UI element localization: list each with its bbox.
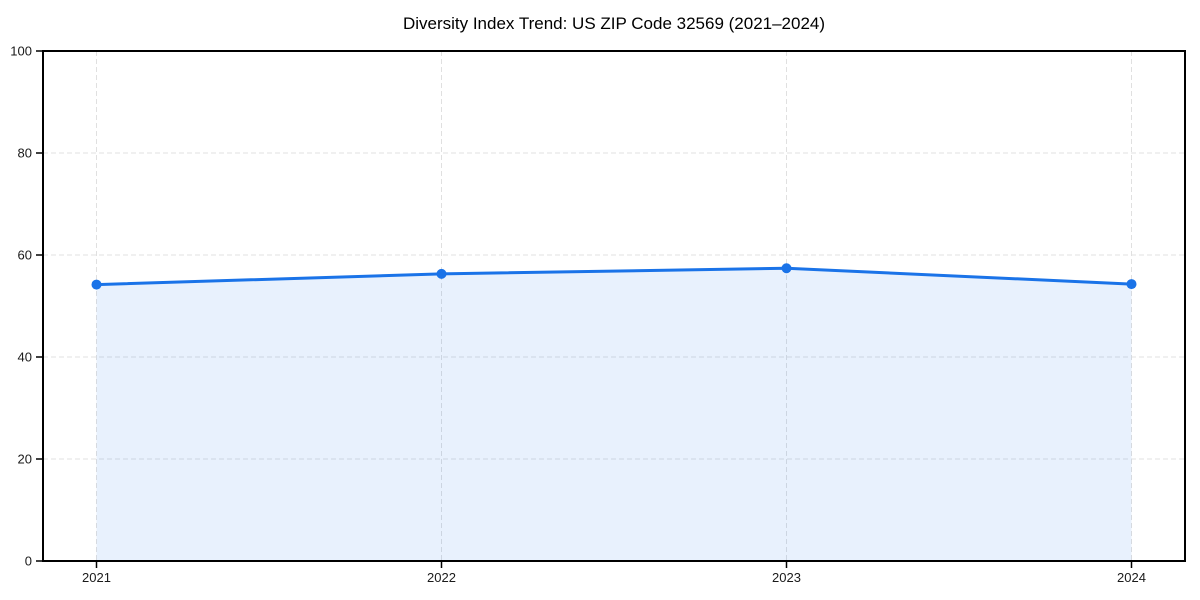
y-tick-label: 0 bbox=[25, 554, 32, 569]
y-tick-label: 80 bbox=[18, 146, 32, 161]
data-point-marker bbox=[781, 263, 792, 274]
trend-line bbox=[95, 266, 1133, 287]
y-tick-label: 20 bbox=[18, 452, 32, 467]
x-tick-label: 2024 bbox=[1117, 570, 1146, 585]
area-fill bbox=[96, 268, 1132, 561]
data-point-marker bbox=[91, 279, 102, 290]
x-tick-label: 2022 bbox=[427, 570, 456, 585]
y-tick-label: 40 bbox=[18, 350, 32, 365]
x-tick-label: 2023 bbox=[772, 570, 801, 585]
data-point-marker bbox=[1126, 279, 1137, 290]
x-tick-label: 2021 bbox=[82, 570, 111, 585]
chart-title: Diversity Index Trend: US ZIP Code 32569… bbox=[402, 14, 826, 33]
y-tick-label: 100 bbox=[10, 44, 32, 59]
y-tick-label: 60 bbox=[18, 248, 32, 263]
plot-border bbox=[42, 50, 1186, 562]
data-point-marker bbox=[436, 268, 447, 279]
